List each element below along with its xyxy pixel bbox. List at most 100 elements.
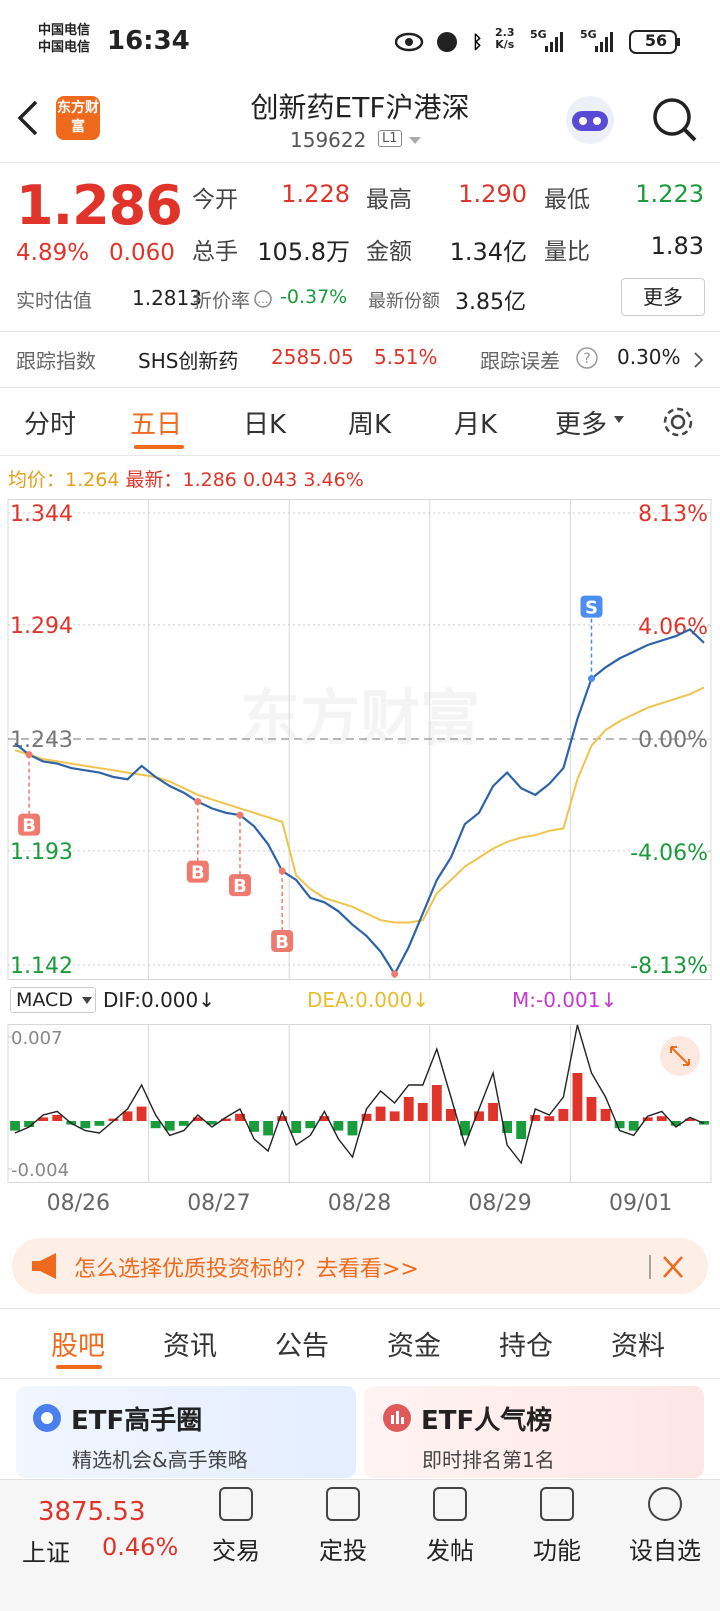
marker-badge xyxy=(228,874,251,897)
toolbar-button[interactable]: 设自选 xyxy=(629,1537,701,1565)
toolbar-button[interactable]: 定投 xyxy=(319,1537,367,1565)
marker-badge xyxy=(271,930,294,953)
macd-bar xyxy=(192,1117,203,1121)
x-tick-label: 09/01 xyxy=(609,1191,672,1216)
dropdown-icon xyxy=(614,416,624,423)
carrier-1: 中国电信 xyxy=(38,23,91,38)
tab[interactable]: 周K xyxy=(348,410,392,440)
y-tick-label: 1.294 xyxy=(10,614,73,639)
toolbar-button[interactable]: 交易 xyxy=(212,1537,260,1565)
more-button[interactable]: 更多 xyxy=(621,278,705,316)
macd-bar xyxy=(628,1121,639,1131)
divider xyxy=(0,331,720,332)
macd-bar xyxy=(305,1121,316,1129)
index-pct[interactable]: 0.46% xyxy=(102,1533,179,1561)
clock: 16:34 xyxy=(107,26,190,56)
macd-bar xyxy=(150,1121,161,1129)
avg-label: 均价： xyxy=(8,469,66,491)
field-value: 1.223 xyxy=(635,180,704,208)
toolbar-button[interactable]: 功能 xyxy=(533,1537,581,1565)
battery: 56 xyxy=(644,31,668,50)
y2-tick-label: 0.00% xyxy=(638,728,708,753)
macd-bar xyxy=(614,1121,625,1129)
back-button[interactable] xyxy=(14,98,44,138)
marker-point xyxy=(587,675,595,683)
search-button[interactable] xyxy=(650,96,700,146)
card-subtitle: 精选机会&高手策略 xyxy=(72,1448,248,1472)
y2-tick-label: 8.13% xyxy=(638,502,708,527)
index-value[interactable]: 3875.53 xyxy=(38,1497,146,1527)
price: 1.286 xyxy=(16,174,183,237)
close-button[interactable] xyxy=(648,1252,688,1282)
marker-badge xyxy=(18,813,41,836)
indicator-select[interactable]: MACD xyxy=(10,987,96,1013)
avg: 1.264 xyxy=(65,469,120,491)
tab[interactable]: 更多 xyxy=(555,410,608,440)
macd-bar xyxy=(431,1085,442,1121)
macd-bar xyxy=(24,1121,35,1127)
macd-bar xyxy=(291,1121,302,1133)
macd-bar xyxy=(502,1121,513,1133)
card[interactable] xyxy=(364,1386,704,1478)
card-title[interactable]: ETF高手圈 xyxy=(71,1406,203,1436)
sub-tab[interactable]: 股吧 xyxy=(51,1331,105,1362)
tab[interactable]: 月K xyxy=(454,410,498,440)
field-label: 总手 xyxy=(192,239,238,265)
tab[interactable]: 五日 xyxy=(130,410,183,440)
banner[interactable] xyxy=(12,1238,708,1294)
sub-tab[interactable]: 公告 xyxy=(275,1331,329,1362)
marker-label: B xyxy=(22,816,36,837)
y-tick-label: 1.193 xyxy=(10,840,73,865)
discount: -0.37% xyxy=(280,286,348,308)
banner-text[interactable]: 怎么选择优质投资标的？去看看>> xyxy=(74,1257,419,1282)
last-label: 最新： xyxy=(125,469,183,491)
marker-badge xyxy=(186,860,209,883)
tab[interactable]: 分时 xyxy=(24,410,77,440)
card-title[interactable]: ETF人气榜 xyxy=(421,1406,553,1436)
macd-bar xyxy=(572,1073,583,1121)
macd-bar xyxy=(488,1103,498,1121)
divider xyxy=(0,1378,720,1379)
sub-tab[interactable]: 资料 xyxy=(611,1331,665,1362)
field-value: 1.228 xyxy=(281,180,350,208)
toolbar-icon xyxy=(219,1487,253,1521)
tab[interactable]: 日K xyxy=(243,410,287,440)
last: 1.286 xyxy=(182,469,237,491)
macd-bar xyxy=(403,1097,414,1121)
help-icon[interactable]: ? xyxy=(575,346,599,370)
macd-bar xyxy=(136,1106,147,1121)
toolbar-icon xyxy=(326,1487,360,1521)
macd-bar xyxy=(38,1117,49,1121)
field-value: 1.290 xyxy=(458,180,527,208)
bottom-bar xyxy=(0,1479,720,1611)
robot-avatar[interactable] xyxy=(562,93,622,147)
macd-bar xyxy=(544,1116,555,1121)
sub-tab[interactable]: 持仓 xyxy=(499,1331,553,1362)
macd-bar xyxy=(263,1121,274,1136)
marker-point xyxy=(391,970,399,978)
change-pct: 4.89% xyxy=(16,240,90,266)
macd-bar xyxy=(319,1116,330,1121)
macd-bar xyxy=(389,1111,400,1121)
tracking-index: SHS创新药 xyxy=(138,349,239,373)
dif-label: DIF:0.000↓ xyxy=(103,988,216,1012)
marker-point xyxy=(278,867,286,875)
settings-button[interactable] xyxy=(660,404,696,440)
toolbar-button[interactable]: 发帖 xyxy=(426,1537,474,1565)
chevron[interactable] xyxy=(692,350,706,370)
level-badge[interactable]: L1 xyxy=(378,130,402,147)
marker-label: B xyxy=(191,863,205,884)
tracking-pct: 5.51% xyxy=(374,345,438,369)
svg-text:ᛒ: ᛒ xyxy=(472,32,483,53)
svg-text:?: ? xyxy=(583,351,590,367)
index-name[interactable]: 上证 xyxy=(22,1539,70,1567)
info-icon[interactable]: … xyxy=(253,289,273,309)
dropdown-icon xyxy=(82,997,92,1004)
sub-tab[interactable]: 资金 xyxy=(387,1331,441,1362)
card[interactable] xyxy=(16,1386,356,1478)
app-logo[interactable]: 东方财富 xyxy=(56,96,100,140)
net-1: 5G xyxy=(530,28,547,41)
macd-bar xyxy=(375,1106,386,1121)
sub-tab[interactable]: 资讯 xyxy=(163,1331,217,1362)
